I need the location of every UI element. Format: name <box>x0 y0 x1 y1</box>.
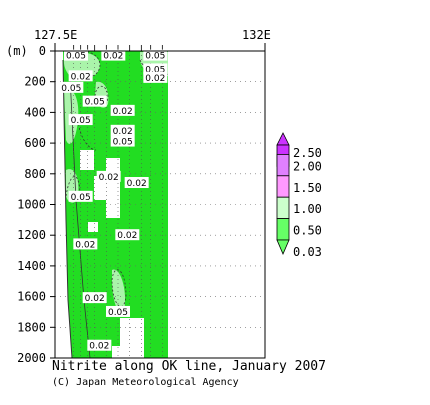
contour-label-15: 0.02 <box>117 231 137 241</box>
contour-label-5: 0.02 <box>71 72 91 82</box>
y-tick-label-1800: 1800 <box>17 320 46 334</box>
y-tick-label-800: 800 <box>24 167 46 181</box>
contour-label-4: 0.02 <box>145 74 165 84</box>
contour-label-bg-4 <box>143 71 168 83</box>
contour-label-3: 0.05 <box>145 65 165 75</box>
chart-title: Nitrite along OK line, January 2007 <box>52 359 326 374</box>
light-patch-bottom <box>112 269 126 314</box>
y-tick-label-1000: 1000 <box>17 198 46 212</box>
y-tick-label-400: 400 <box>24 105 46 119</box>
contour-label-9: 0.05 <box>71 116 91 126</box>
contour-label-10: 0.02 <box>113 127 133 137</box>
contour-label-bg-5 <box>68 70 93 82</box>
contour-label-bg-13 <box>124 177 149 189</box>
contour-label-bg-17 <box>82 292 107 304</box>
colorbar: 2.502.00 1.50 1.00 0.50 0.03 <box>276 132 322 259</box>
x-tick-label-left: 127.5E <box>34 28 77 42</box>
y-axis-ticks: 0 200 400 600 800 1000 1200 1400 1600 1800 2000 <box>17 44 55 365</box>
contour-label-bg-16 <box>73 238 98 250</box>
contour-label-11: 0.05 <box>113 138 133 148</box>
contour-label-16: 0.02 <box>75 240 95 250</box>
contour-label-bg-8 <box>110 104 135 116</box>
y-tick-label-1400: 1400 <box>17 259 46 273</box>
colorbar-swatch-3 <box>276 196 290 219</box>
gap-1 <box>80 150 94 170</box>
contour-label-13: 0.02 <box>127 179 147 189</box>
contour-label-8: 0.02 <box>113 107 133 117</box>
x-axis-ticks <box>54 43 266 51</box>
colorbar-label-5: 0.03 <box>293 245 322 259</box>
y-tick-label-2000: 2000 <box>17 351 46 365</box>
colorbar-label-4: 0.50 <box>293 224 322 238</box>
y-axis-label: (m) <box>6 44 28 58</box>
gap-left-edge <box>55 51 72 358</box>
contour-label-bg-19 <box>87 339 112 351</box>
contour-label-19: 0.02 <box>89 342 109 352</box>
bottom-topography-line <box>62 59 73 359</box>
contour-label-2: 0.05 <box>145 52 165 62</box>
no-data-gaps <box>55 51 144 358</box>
y-tick-label-200: 200 <box>24 75 46 89</box>
bottom-topography-line-2 <box>69 75 91 359</box>
contour-label-bg-14 <box>68 190 93 202</box>
contour-4 <box>111 269 127 307</box>
contour-label-bg-6 <box>59 81 84 93</box>
contour-label-7: 0.05 <box>85 98 105 108</box>
grid-lines <box>55 81 265 328</box>
y-tick-label-600: 600 <box>24 136 46 150</box>
contour-label-bg-18 <box>106 305 130 317</box>
contour-label-bg-12 <box>96 170 121 182</box>
plot-area: 0.05 0.02 0.050.050.020.020.050.050.020.05… <box>54 45 266 359</box>
y-tick-label-1600: 1600 <box>17 290 46 304</box>
contour-labels: 0.05 0.02 0.050.050.020.020.050.050.020.05… <box>59 49 168 352</box>
colorbar-swatch-4 <box>276 218 290 241</box>
contour-label-bg-1 <box>101 49 126 61</box>
contour-label-18: 0.05 <box>108 308 128 318</box>
contour-label-0: 0.05 <box>66 52 86 62</box>
contour-label-bg-3 <box>143 63 168 75</box>
colorbar-top-arrow <box>276 132 290 146</box>
gap-4 <box>120 318 144 358</box>
contour-label-bg-2 <box>143 49 168 61</box>
contour-label-6: 0.05 <box>61 84 81 94</box>
contour-5 <box>65 176 81 197</box>
colorbar-label-2: 1.50 <box>293 181 322 195</box>
contour-label-bg-10 <box>110 124 135 136</box>
contour-label-bg-7 <box>82 95 107 107</box>
contour-label-bg-9 <box>68 114 93 126</box>
y-tick-label-0: 0 <box>39 44 46 58</box>
gap-3 <box>94 176 106 200</box>
colorbar-swatch-1 <box>276 153 290 177</box>
contour-label-1: 0.02 <box>103 52 123 62</box>
x-tick-label-right: 132E <box>242 28 271 42</box>
gap-5 <box>88 222 98 232</box>
chart-credit: (C) Japan Meteorological Agency <box>52 377 239 388</box>
y-tick-label-1200: 1200 <box>17 228 46 242</box>
contour-label-bg-0 <box>64 49 88 61</box>
colorbar-label-3: 1.00 <box>293 202 322 216</box>
contour-label-17: 0.02 <box>85 294 105 304</box>
contour-label-bg-15 <box>115 229 140 241</box>
colorbar-bottom-arrow <box>276 239 290 256</box>
colorbar-swatch-2 <box>276 175 290 198</box>
contour-label-12: 0.02 <box>99 173 119 183</box>
contour-label-14: 0.05 <box>71 193 91 203</box>
colorbar-label-0: 2.50 <box>293 146 322 160</box>
contour-label-bg-11 <box>110 135 135 147</box>
colorbar-label-1: 2.00 <box>293 159 322 173</box>
